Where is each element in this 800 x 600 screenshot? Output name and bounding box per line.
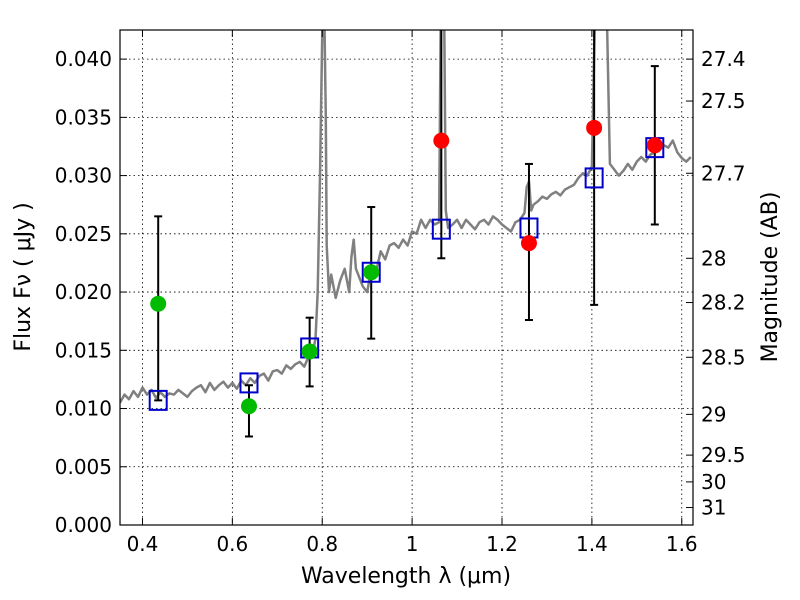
y-tick-label: 0.005 [55,455,112,479]
right-tick-label: 29 [701,402,726,426]
green-circle-marker [301,343,318,360]
y-tick-label: 0.040 [55,47,112,71]
red-circle-marker [520,235,537,252]
y-tick-label: 0.015 [55,338,112,362]
x-tick-label: 1 [406,532,419,556]
square-marker [431,218,451,240]
plot-background [120,30,693,525]
x-tick-label: 0.4 [127,532,159,556]
y-axis-label: Flux Fν ( μJy ) [11,202,36,351]
red-circle-marker [586,119,603,136]
y-axis-ticks: 0.000 0.005 0.010 0.015 0.020 0.025 0.030 0.035… [55,47,127,537]
y-tick-label: 0.025 [55,222,112,246]
right-tick-label: 28.2 [701,291,746,315]
green-circle-marker [150,295,167,312]
right-tick-label: 31 [701,496,726,520]
y-tick-label: 0.020 [55,280,112,304]
right-tick-label: 27.5 [701,89,746,113]
right-tick-label: 27.4 [701,47,746,71]
square-marker [239,372,259,394]
x-tick-label: 1.4 [576,532,608,556]
y-tick-label: 0.030 [55,164,112,188]
y-tick-label: 0.000 [55,513,112,537]
square-marker [148,389,168,411]
x-tick-label: 0.8 [306,532,338,556]
square-marker [361,261,381,283]
x-tick-label: 0.6 [216,532,248,556]
model-spectrum-line [120,30,692,404]
marker-layer [148,119,665,415]
plot-frame [119,29,694,526]
y-tick-label: 0.035 [55,105,112,129]
right-tick-label: 30 [701,470,726,494]
square-marker [584,167,604,189]
spectrum-layer [120,30,692,404]
x-axis-ticks: 0.4 0.6 0.8 1 1.2 1.4 1.6 [127,30,698,556]
x-axis-label: Wavelength λ (μm) [301,564,511,589]
right-tick-label: 29.5 [701,443,746,467]
green-circle-marker [363,264,380,281]
y-tick-label: 0.010 [55,397,112,421]
red-circle-marker [433,132,450,149]
green-circle-marker [240,398,257,415]
red-circle-marker [646,137,663,154]
right-axis-label: Magnitude (AB) [758,192,783,363]
x-tick-label: 1.2 [486,532,518,556]
right-tick-label: 28 [701,246,726,270]
right-tick-label: 28.5 [701,345,746,369]
x-tick-label: 1.6 [666,532,698,556]
right-tick-label: 27.7 [701,161,746,185]
grid-lines [120,30,693,525]
